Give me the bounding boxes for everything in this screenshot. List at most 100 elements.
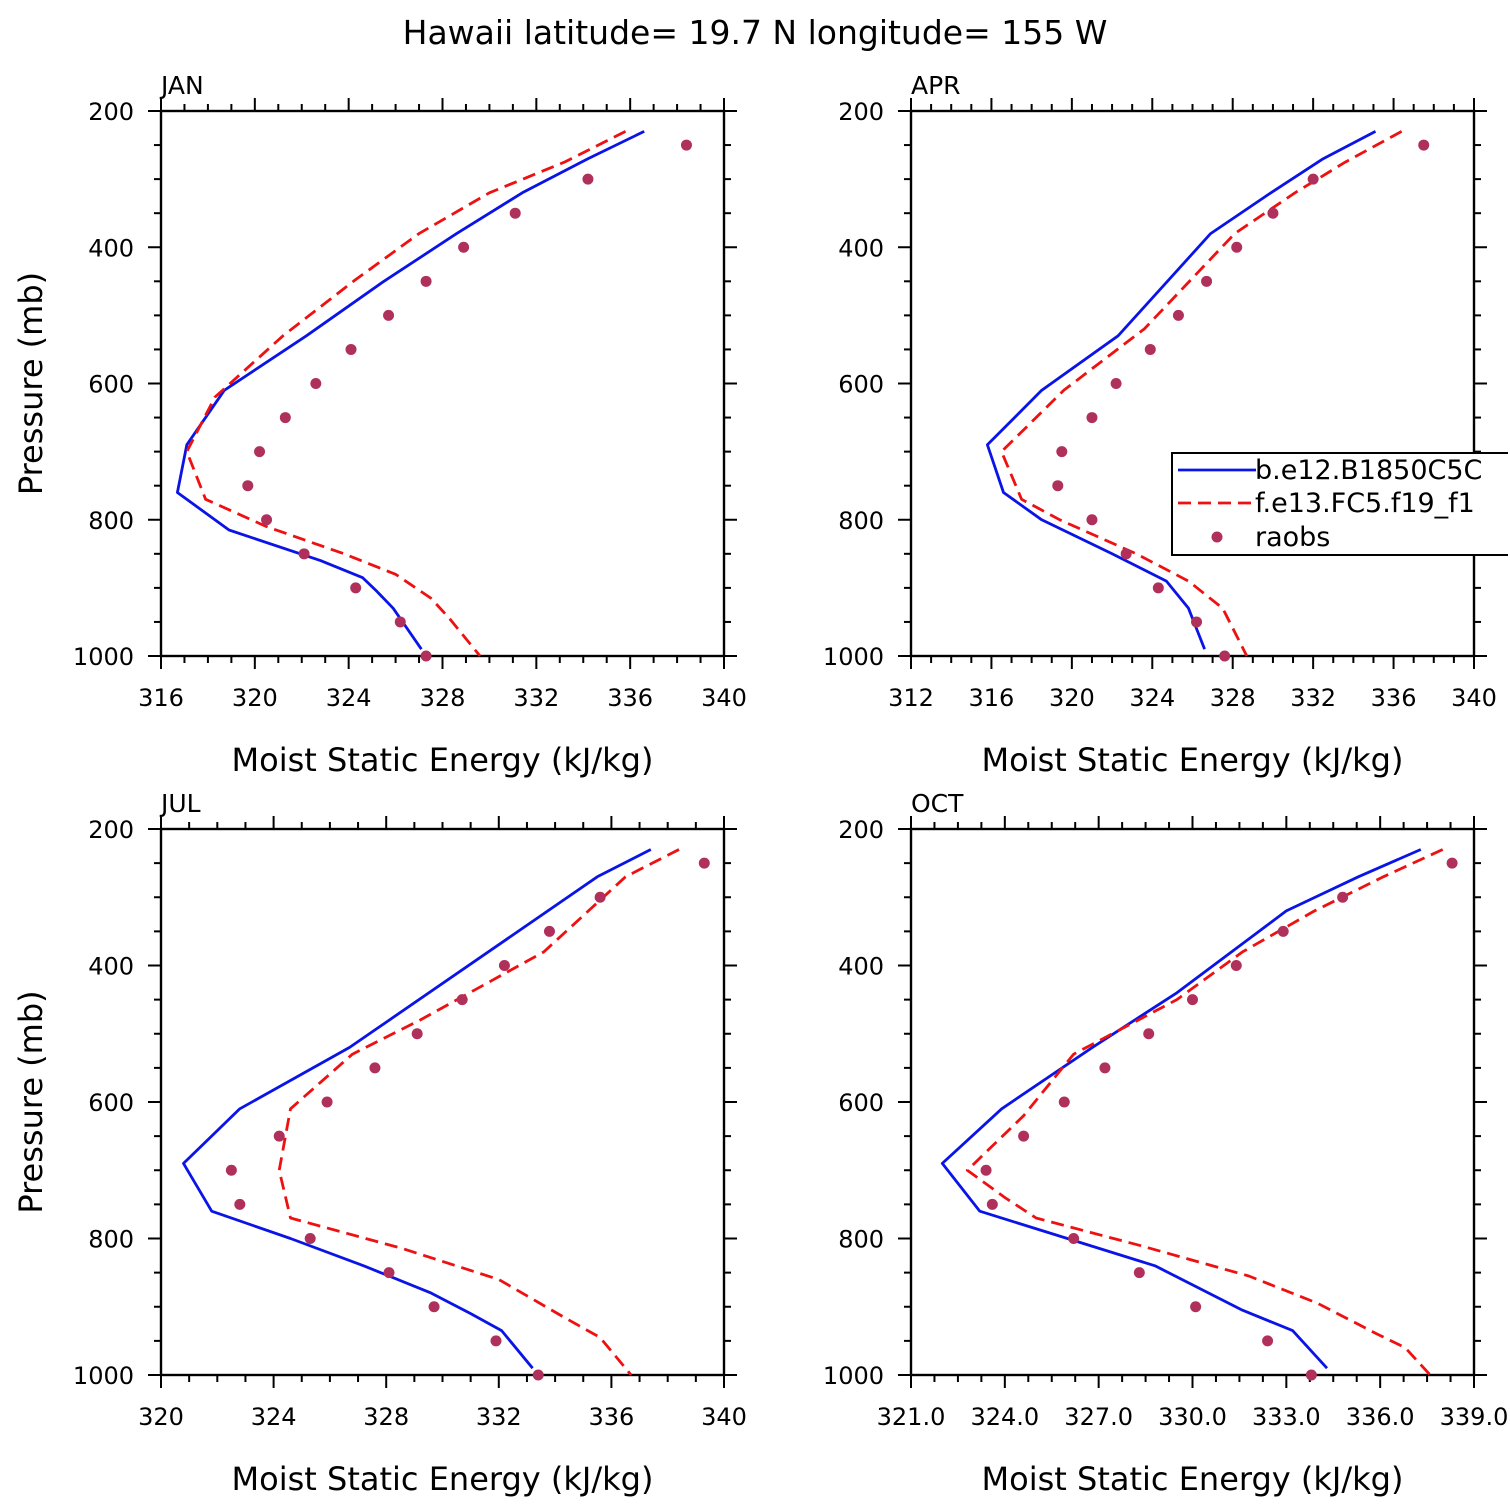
x-tick-label: 336 [1371, 684, 1417, 712]
raobs-point [1418, 139, 1430, 151]
raobs-point [1201, 275, 1213, 287]
x-tick-label: 312 [888, 684, 934, 712]
y-tick-label: 600 [88, 1089, 134, 1117]
x-tick-label: 324 [251, 1403, 297, 1431]
plot-frame [159, 109, 726, 658]
raobs-point [1144, 343, 1156, 355]
raobs-point [1056, 446, 1068, 458]
raobs-point [369, 1062, 381, 1074]
panel-oct: OCT 321.0 324.0 327.0 330.0 333.0 336.0 339.0 20… [823, 789, 1508, 1498]
x-tick-label: 340 [701, 684, 747, 712]
raobs-point [1219, 650, 1231, 662]
raobs-point [1307, 173, 1319, 185]
raobs-point [350, 582, 362, 594]
y-tick-label: 400 [838, 953, 884, 981]
legend-raobs-marker [1211, 531, 1223, 543]
raobs-point [254, 446, 266, 458]
series-line-f [185, 130, 627, 657]
raobs-point [1143, 1028, 1155, 1040]
raobs-point [1190, 1301, 1202, 1313]
raobs-point [1267, 207, 1279, 219]
x-tick-label: 324 [326, 684, 372, 712]
raobs-point [980, 1164, 992, 1176]
raobs-point [490, 1335, 502, 1347]
y-tick-label: 400 [88, 953, 134, 981]
raobs-point [1058, 1096, 1070, 1108]
raobs-point [273, 1130, 285, 1142]
y-tick-label: 1000 [823, 1362, 884, 1390]
series-line-b [182, 848, 652, 1370]
x-axis-label: Moist Static Energy (kJ/kg) [982, 741, 1404, 779]
raobs-point [1337, 891, 1349, 903]
x-tick-label: 332 [513, 684, 559, 712]
panels: JAN 316 320 324 328 332 336 340 200 400 600 800 1000… [12, 71, 1508, 1498]
y-axis-label: Pressure (mb) [12, 990, 50, 1213]
figure-title: Hawaii latitude= 19.7 N longitude= 155 W [403, 13, 1108, 52]
raobs-point [1191, 616, 1203, 628]
x-tick-label: 320 [1049, 684, 1095, 712]
x-axis-label: Moist Static Energy (kJ/kg) [982, 1460, 1404, 1498]
raobs-point [310, 378, 322, 389]
panel-jan: JAN 316 320 324 328 332 336 340 200 400 600 800 1000… [12, 71, 747, 779]
x-tick-label: 324 [1129, 684, 1175, 712]
x-tick-label: 316 [969, 684, 1015, 712]
raobs-point [321, 1096, 333, 1108]
raobs-point [1187, 994, 1198, 1006]
panel-label: JAN [159, 71, 204, 100]
y-tick-label: 800 [88, 507, 134, 535]
raobs-point [298, 548, 310, 560]
raobs-point [1230, 960, 1242, 971]
x-tick-label: 336 [588, 1403, 634, 1431]
y-tick-label: 600 [88, 371, 134, 399]
raobs-point [261, 514, 273, 526]
panel-label: APR [911, 71, 961, 100]
series-line-b [175, 130, 645, 650]
x-tick-label: 320 [232, 684, 278, 712]
y-tick-label: 600 [838, 1089, 884, 1117]
raobs-point [242, 480, 254, 492]
x-tick-label: 328 [1210, 684, 1256, 712]
raobs-point [594, 891, 606, 903]
x-tick-label: 332 [476, 1403, 522, 1431]
y-tick-label: 800 [838, 1226, 884, 1254]
y-tick-label: 1000 [823, 643, 884, 671]
y-tick-label: 200 [88, 816, 134, 844]
y-axis-label: Pressure (mb) [12, 272, 50, 495]
raobs-point [394, 616, 406, 628]
raobs-point [698, 857, 710, 869]
x-tick-label: 328 [363, 1403, 409, 1431]
raobs-point [383, 1267, 395, 1279]
raobs-point [1172, 309, 1184, 321]
x-tick-label: 336 [607, 684, 653, 712]
plot-frame [909, 109, 1476, 658]
raobs-point [1018, 1130, 1030, 1142]
raobs-point [411, 1028, 423, 1040]
y-tick-label: 400 [838, 234, 884, 262]
x-tick-label: 327.0 [1064, 1403, 1133, 1431]
y-tick-label: 1000 [73, 1362, 134, 1390]
x-tick-label: 332 [1290, 684, 1336, 712]
raobs-point [1068, 1233, 1080, 1244]
raobs-point [1152, 582, 1164, 594]
raobs-point [304, 1233, 316, 1244]
raobs-point [1086, 514, 1098, 526]
y-tick-label: 200 [88, 98, 134, 126]
series-line-f [277, 848, 680, 1376]
x-tick-label: 340 [1451, 684, 1497, 712]
x-tick-label: 328 [420, 684, 466, 712]
y-tick-label: 800 [838, 507, 884, 535]
y-tick-label: 800 [88, 1226, 134, 1254]
panel-jul: JUL 320 324 328 332 336 340 200 400 600 800 1000 Moi… [12, 789, 747, 1498]
x-tick-label: 339.0 [1440, 1403, 1509, 1431]
raobs-point [383, 309, 395, 321]
x-tick-label: 324.0 [970, 1403, 1039, 1431]
plot-frame [909, 827, 1476, 1377]
raobs-point [234, 1198, 246, 1210]
raobs-point [420, 650, 432, 662]
x-tick-label: 330.0 [1158, 1403, 1227, 1431]
legend-entry-label: b.e12.B1850C5C [1255, 455, 1482, 486]
series-line-f [1000, 130, 1403, 657]
raobs-point [420, 275, 432, 287]
panel-label: JUL [159, 789, 201, 818]
raobs-point [498, 960, 510, 971]
